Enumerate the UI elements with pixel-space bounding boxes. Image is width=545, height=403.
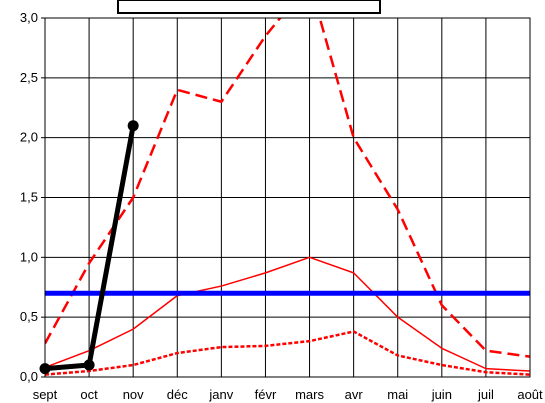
x-tick-label: nov — [123, 387, 144, 402]
x-tick-label: juil — [477, 387, 494, 402]
series-line-3 — [45, 330, 530, 376]
y-tick-label: 1,0 — [20, 249, 38, 264]
data-point — [83, 359, 95, 371]
x-tick-label: déc — [167, 387, 188, 402]
data-point — [127, 120, 139, 132]
x-tick-label: mars — [295, 387, 324, 402]
y-tick-label: 1,5 — [20, 190, 38, 205]
x-tick-label: oct — [80, 387, 98, 402]
x-tick-label: mai — [387, 387, 408, 402]
y-tick-label: 0,0 — [20, 369, 38, 384]
plot-area-frame — [44, 17, 531, 378]
y-tick-label: 3,0 — [20, 10, 38, 25]
x-tick-label: janv — [208, 387, 233, 402]
x-tick-label: juin — [431, 387, 452, 402]
x-tick-label: août — [517, 387, 543, 402]
y-tick-label: 2,5 — [20, 70, 38, 85]
x-tick-label: avr — [345, 387, 364, 402]
series-line-2 — [45, 256, 530, 372]
series-line-1 — [45, 18, 530, 358]
y-axis: 0,0 0,5 1,0 1,5 2,0 2,5 3,0 — [20, 10, 45, 384]
x-tick-label: sept — [33, 387, 58, 402]
series-layer — [39, 18, 530, 376]
y-tick-label: 2,0 — [20, 130, 38, 145]
title-box — [117, 0, 381, 14]
x-axis: sept oct nov déc janv févr mars avr mai juin juil a… — [33, 387, 543, 402]
y-tick-label: 0,5 — [20, 309, 38, 324]
x-tick-label: févr — [255, 387, 277, 402]
